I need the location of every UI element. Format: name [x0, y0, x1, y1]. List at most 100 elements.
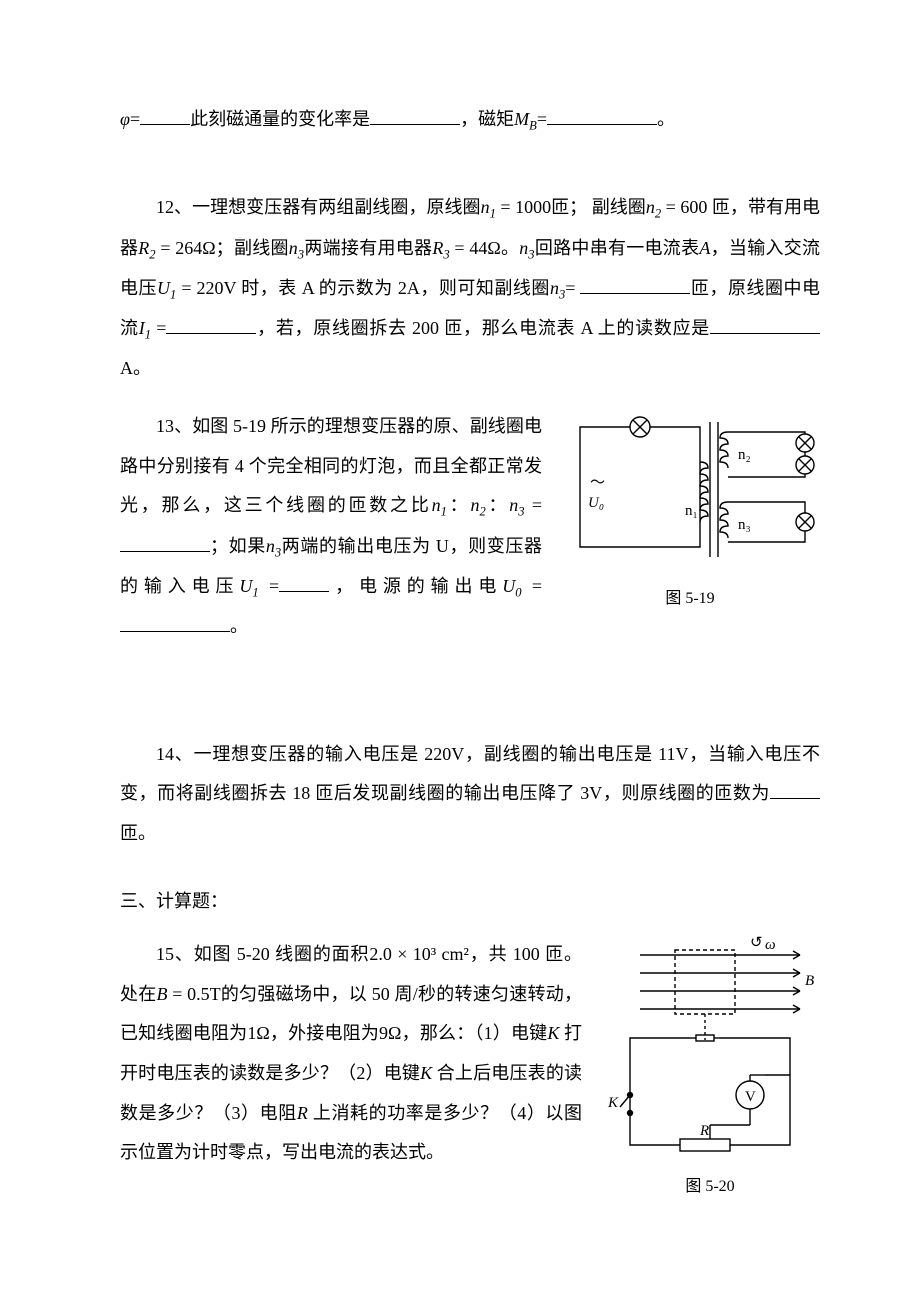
U0-label: U₀ — [588, 495, 604, 511]
colon: ： — [486, 495, 510, 515]
unit: 匝； — [551, 197, 587, 217]
text: ，那么：（1）电键 — [401, 1023, 547, 1043]
n3c: n3 — [550, 278, 565, 298]
text: 此刻磁通量的变化率是 — [190, 109, 370, 129]
V-label: V — [745, 1089, 756, 1105]
figure-5-20: ↺ ω B K V R 图 5-20 — [600, 935, 820, 1204]
blank — [547, 106, 657, 125]
blank — [580, 275, 690, 294]
text: ，外接电阻为 — [270, 1023, 379, 1043]
unit: 匝， — [707, 197, 748, 217]
n1: n1 — [432, 495, 447, 515]
eq: = — [259, 576, 280, 596]
blank — [710, 315, 820, 334]
blank — [279, 573, 329, 592]
eq: = — [537, 109, 547, 129]
tilde-label: 〜 — [590, 475, 605, 491]
text: ，若，原线圈拆去 200 匝，那么电流表 A 上的读数应是 — [256, 318, 710, 338]
text: 时，表 A 的示数为 2A，则可知副线圈 — [236, 278, 550, 298]
n2: n2 — [470, 495, 485, 515]
section-3-heading: 三、计算题： — [120, 882, 820, 922]
n3: n3 — [509, 495, 524, 515]
n3-label: n₃ — [738, 517, 751, 533]
B-label: B — [805, 973, 814, 989]
text: 两端接有用电器 — [304, 238, 432, 258]
text: 副线圈 — [587, 197, 646, 217]
spacer — [120, 665, 820, 735]
fig-5-19-svg: 〜 U₀ n₁ n₂ n₃ — [560, 407, 820, 577]
text: 12、一理想变压器有两组副线圈，原线圈 — [156, 197, 481, 217]
R2: R2 — [138, 238, 155, 258]
period: 。 — [657, 109, 675, 129]
comma: ， — [460, 109, 478, 129]
R-label: R — [699, 1123, 709, 1139]
R2eq: = 264Ω — [156, 238, 216, 258]
q11-tail: φ=此刻磁通量的变化率是，磁矩MB=。 — [120, 100, 820, 140]
U1: U1 — [239, 576, 258, 596]
K-label: K — [607, 1095, 619, 1111]
B: B — [157, 984, 168, 1004]
n1: n1 — [481, 197, 496, 217]
q13-text: 13、如图 5-19 所示的理想变压器的原、副线圈电路中分别接有 4 个完全相同… — [120, 407, 542, 647]
text: ；如果 — [210, 536, 266, 556]
fig-5-19-caption: 图 5-19 — [560, 581, 820, 616]
r1: 1Ω — [247, 1023, 269, 1043]
n2-label: n₂ — [738, 447, 751, 463]
figure-5-19: 〜 U₀ n₁ n₂ n₃ 图 5-19 — [560, 407, 820, 616]
q15-text: 15、如图 5-20 线圈的面积2.0 × 10³ cm²，共 100 匝。处在… — [120, 935, 582, 1173]
I1: I1 — [139, 318, 151, 338]
K: K — [547, 1023, 559, 1043]
R3: R3 — [432, 238, 449, 258]
n1eq: = 1000 — [496, 197, 551, 217]
blank — [120, 533, 210, 552]
blank — [120, 613, 230, 632]
R3eq: = 44Ω — [450, 238, 501, 258]
eq: = — [525, 495, 542, 515]
period: 。 — [230, 616, 248, 636]
n2: n2 — [646, 197, 661, 217]
area: 2.0 × 10³ cm² — [369, 944, 469, 964]
n3: n3 — [289, 238, 304, 258]
omega-label: ω — [765, 937, 776, 953]
n1-label: n₁ — [685, 503, 698, 519]
q12: 12、一理想变压器有两组副线圈，原线圈n1 = 1000匝； 副线圈n2 = 6… — [120, 188, 820, 389]
blank — [370, 106, 460, 125]
mb-symbol: MB — [514, 109, 537, 129]
text: 磁矩 — [478, 109, 514, 129]
U0: U0 — [502, 576, 521, 596]
q14: 14、一理想变压器的输入电压是 220V，副线圈的输出电压是 11V，当输入电压… — [120, 735, 820, 854]
U1eq: = 220V — [176, 278, 236, 298]
text: 。 — [501, 238, 520, 258]
text: 电源的输出电 — [359, 576, 502, 596]
eq: = — [130, 109, 140, 129]
phi-symbol: φ — [120, 109, 130, 129]
n2eq: = 600 — [661, 197, 707, 217]
text: 回路中串有一电流表 — [535, 238, 700, 258]
U1: U1 — [157, 278, 176, 298]
q15-block: 15、如图 5-20 线圈的面积2.0 × 10³ cm²，共 100 匝。处在… — [120, 935, 820, 1204]
n3b: n3 — [519, 238, 534, 258]
q13-block: 13、如图 5-19 所示的理想变压器的原、副线圈电路中分别接有 4 个完全相同… — [120, 407, 820, 647]
comma: ， — [329, 576, 359, 596]
text: 15、如图 5-20 线圈的面积 — [156, 944, 369, 964]
eq: = — [522, 576, 543, 596]
colon: ： — [447, 495, 471, 515]
Beq: = 0.5T — [168, 984, 221, 1004]
text: 匝。 — [120, 823, 156, 843]
I1eq: = — [151, 318, 166, 338]
A: A — [699, 238, 710, 258]
fig-5-20-caption: 图 5-20 — [600, 1169, 820, 1204]
n3b: n3 — [266, 536, 281, 556]
blank — [140, 106, 190, 125]
text: ；副线圈 — [216, 238, 289, 258]
text: A。 — [120, 358, 151, 378]
spacer — [120, 158, 820, 188]
blank — [770, 780, 820, 799]
text: = — [565, 278, 575, 298]
page: φ=此刻磁通量的变化率是，磁矩MB=。 12、一理想变压器有两组副线圈，原线圈n… — [0, 0, 920, 1282]
blank — [166, 315, 256, 334]
K: K — [420, 1063, 432, 1083]
R: R — [297, 1103, 308, 1123]
text: 14、一理想变压器的输入电压是 220V，副线圈的输出电压是 11V，当输入电压… — [120, 744, 820, 804]
omega-arc: ↺ — [750, 935, 763, 951]
